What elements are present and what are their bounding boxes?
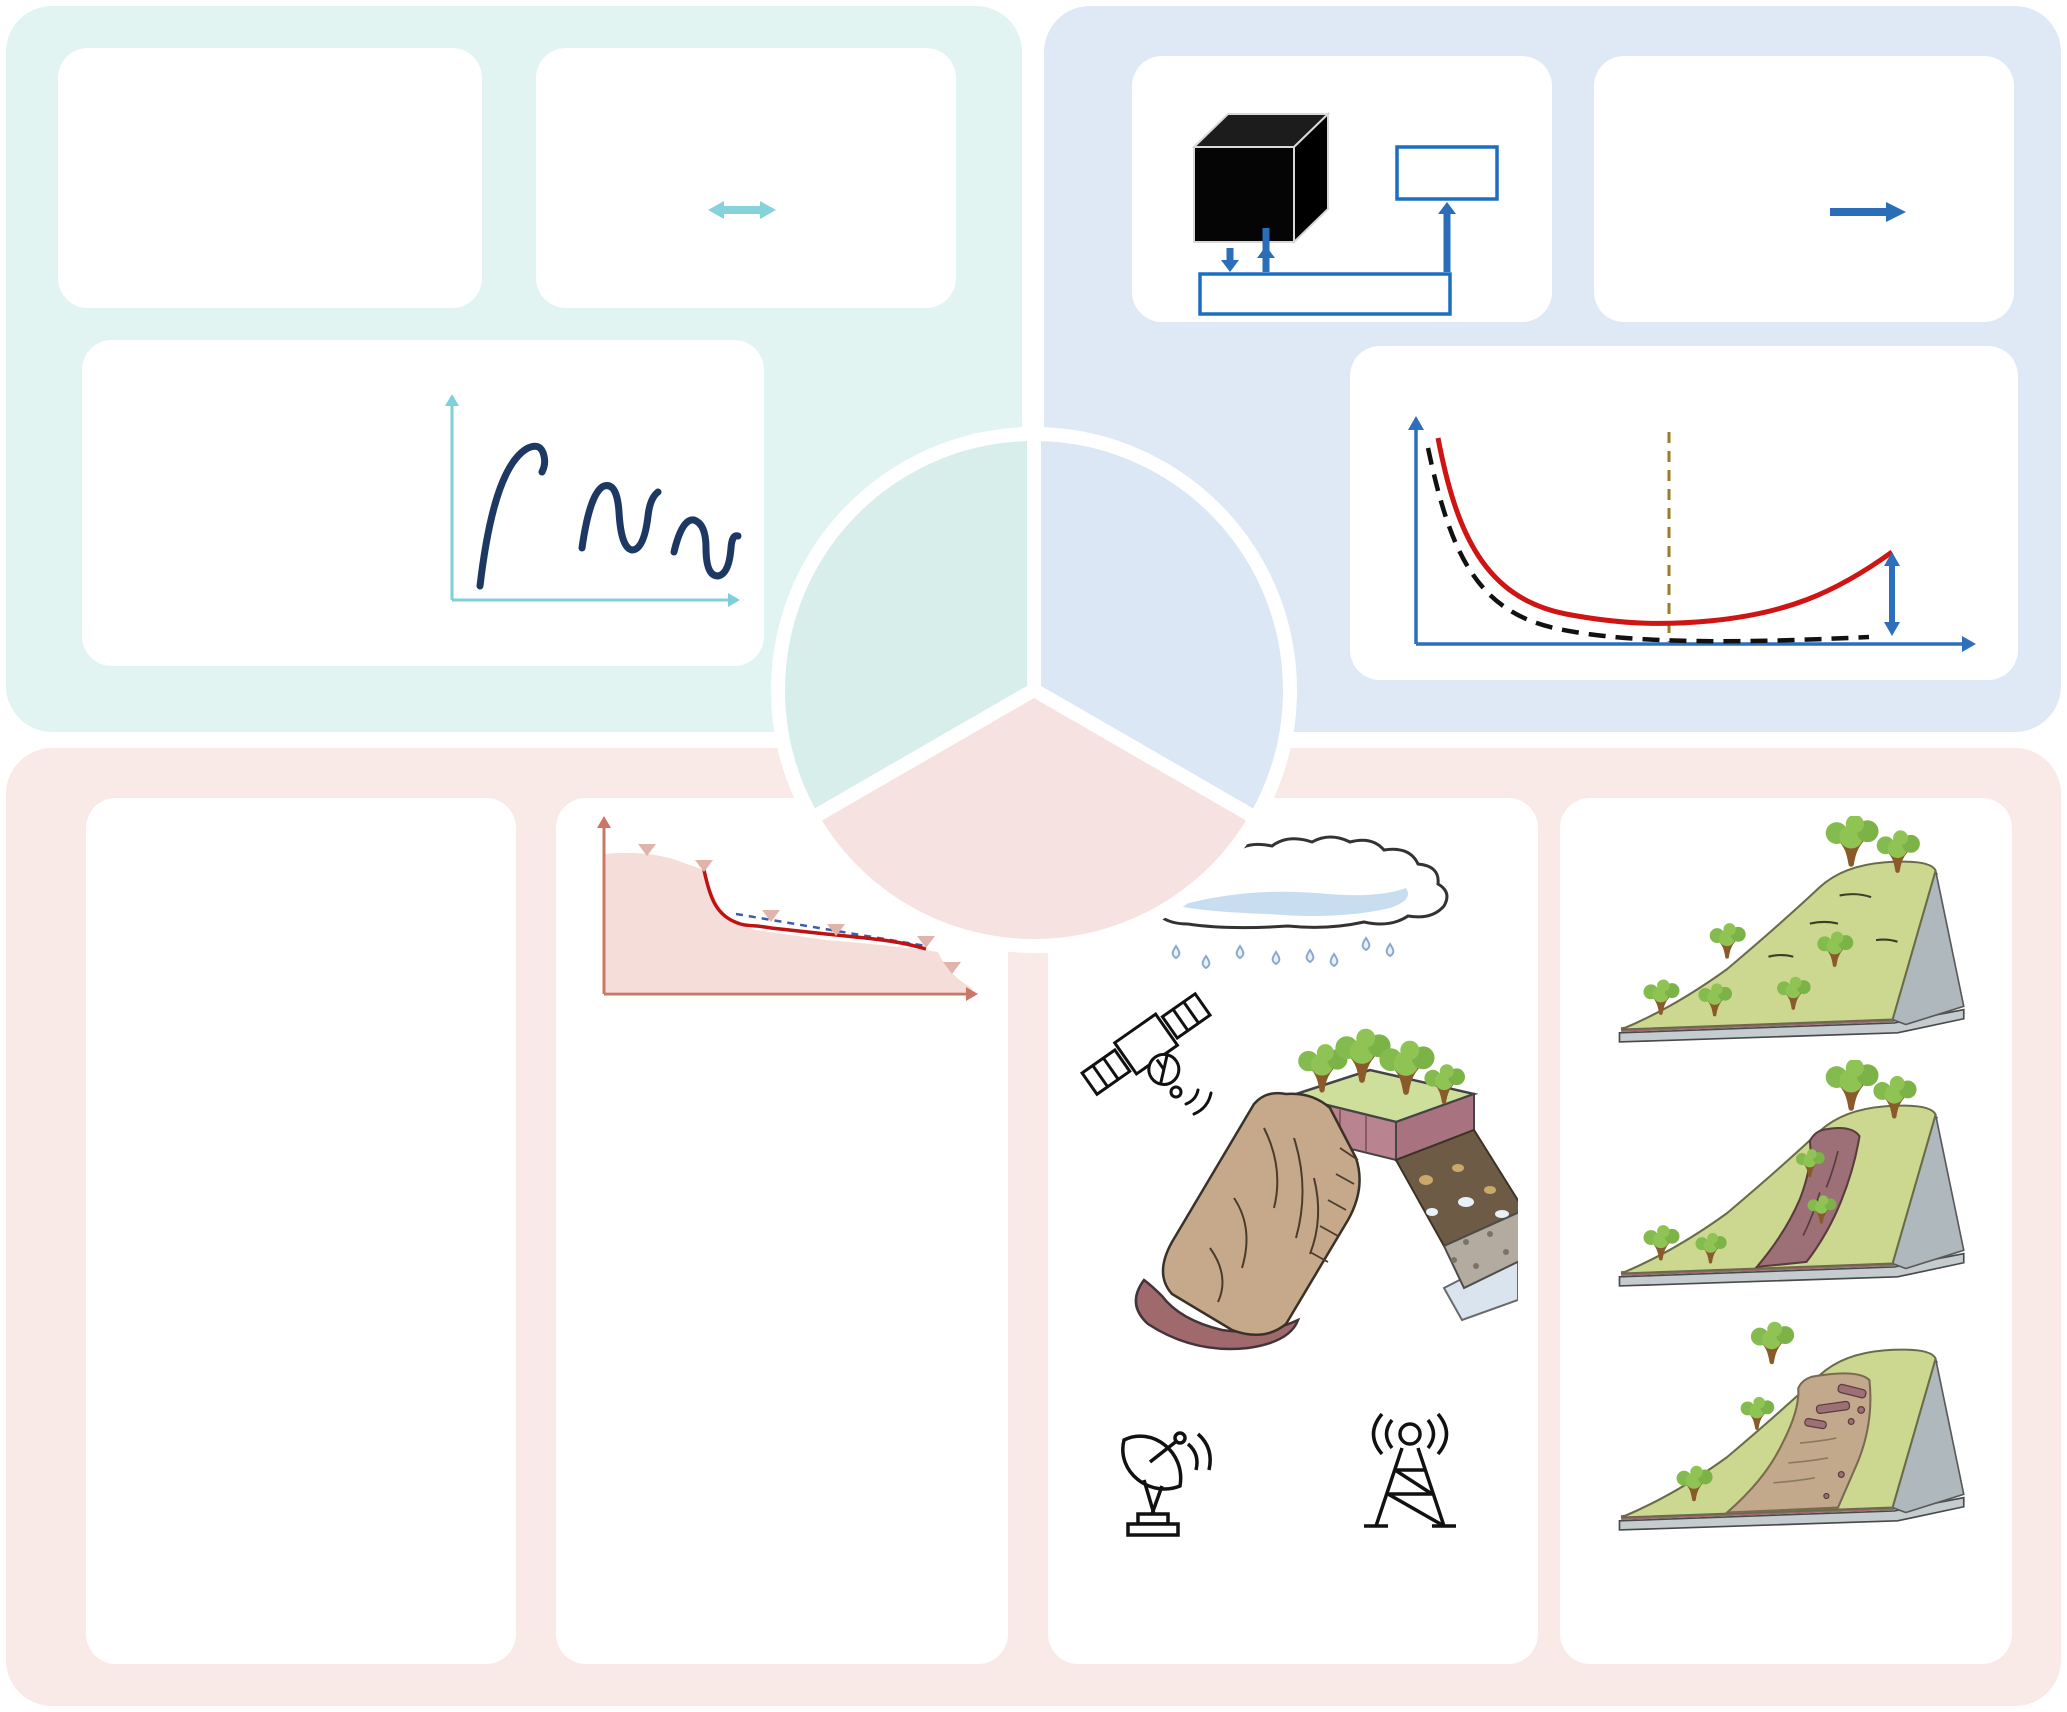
gravel-layer: [1419, 1164, 1509, 1218]
monitoring-markers: [638, 844, 961, 974]
landslide-sector: [805, 683, 1263, 953]
robustness-arrow-icon: [1830, 202, 1906, 222]
box-imbalance-data: [536, 48, 956, 308]
slope-profile-chart: [597, 816, 978, 1001]
generalization-plot: [1408, 416, 1976, 652]
slope-type-2: [1618, 1060, 1965, 1287]
scar-cracks: [1802, 1150, 1839, 1236]
box-generalization: [1350, 346, 2018, 680]
blackbox-diagram: [1191, 111, 1499, 316]
sliding-mass: [1161, 1091, 1361, 1337]
brick-edge: [1309, 1147, 1359, 1263]
blackbox-front-face: [1193, 146, 1295, 243]
adversarial-noise-image: [1632, 126, 1804, 298]
box-spatiotemporal: [556, 798, 1008, 1664]
raindrops: [1171, 936, 1395, 970]
box-insufficient-data: [58, 48, 482, 308]
slip-surface-curve: [702, 869, 927, 951]
center-venn-circle: [771, 427, 1297, 953]
experiment-box: [1198, 272, 1452, 316]
box-interpretability: [1132, 56, 1552, 322]
satellite-icon: [1079, 991, 1213, 1116]
training-error-curve: [1425, 447, 1870, 644]
landslide-scar: [1754, 1127, 1861, 1269]
box-landslide-types: [1560, 798, 2012, 1664]
box-subsurface: [1048, 798, 1538, 1664]
box-multiple-factors: [86, 798, 516, 1664]
generalization-error-curve: [1435, 437, 1894, 626]
slope1-cracks: [1768, 893, 1898, 958]
silt-speckles: [1451, 1231, 1509, 1269]
double-arrow-icon: [708, 201, 776, 219]
slope-terrain-area: [604, 852, 972, 992]
box-robustness: [1594, 56, 2014, 322]
slope-type-1: [1618, 816, 1965, 1043]
radio-tower-icon: [1364, 1412, 1456, 1528]
flow-lines: [1773, 1437, 1837, 1484]
landslide-illustration: [1134, 998, 1518, 1351]
debris-blocks: [1804, 1383, 1867, 1500]
model-box: [1395, 145, 1499, 201]
radar-dish-icon: [1121, 1431, 1212, 1537]
rock-cracks: [1209, 1127, 1320, 1303]
missing-data-chart: [445, 394, 742, 607]
box-poor-quality: [82, 340, 764, 666]
slope-type-3: [1618, 1304, 1965, 1531]
